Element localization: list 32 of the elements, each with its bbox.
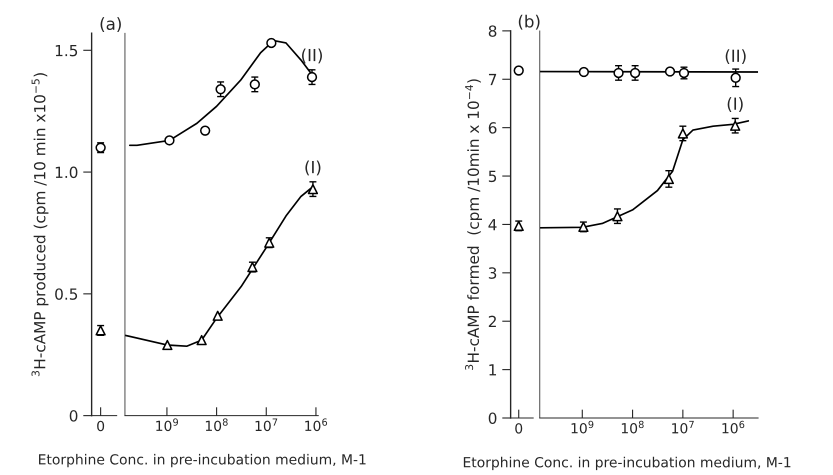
- y-tick-label: 4: [488, 219, 497, 230]
- chart-title: (b): [518, 14, 540, 30]
- x-tick-label: 0: [515, 423, 522, 434]
- y-tick-label: 7: [488, 74, 496, 86]
- x-tick-label: 0: [97, 420, 104, 432]
- x-axis-title: Etorphine Conc. in pre-incubation medium, M-1: [464, 456, 790, 470]
- y-tick-label: 0: [70, 410, 78, 422]
- y-tick-label: 1: [489, 364, 496, 376]
- y-axis-title: $^{3}$H-cAMP formed (cpm /10min x 10$^{−4}$): [465, 79, 482, 370]
- y-tick-label: 8: [488, 25, 496, 37]
- y-tick-label: 0.5: [55, 288, 78, 300]
- x-axis-title: Etorphine Conc. in pre-incubation medium, M-1: [39, 454, 366, 468]
- chart-title: (a): [100, 17, 121, 32]
- x-tick-label: 10$^{6}$: [305, 418, 328, 432]
- x-tick-label: 10$^{9}$: [572, 420, 594, 434]
- x-tick-label: 10$^{7}$: [672, 420, 694, 434]
- x-tick-label: 10$^{8}$: [622, 420, 644, 434]
- series-label: (I): [305, 160, 320, 176]
- y-tick-label: 1.0: [56, 166, 78, 178]
- y-tick-label: 2: [488, 316, 496, 328]
- series-label: (II): [302, 48, 322, 64]
- x-tick-label: 10$^{9}$: [156, 418, 178, 432]
- x-tick-label: 10$^{8}$: [206, 418, 228, 432]
- series-label: (II): [726, 49, 746, 64]
- y-axis-title: $^{3}$H-cAMP produced (cpm /10 min x10$^{−5}$): [31, 73, 48, 376]
- series-label: (I): [728, 97, 743, 112]
- y-tick-label: 6: [488, 122, 496, 134]
- y-tick-label: 1.5: [56, 44, 78, 56]
- x-tick-label: 10$^{6}$: [722, 420, 744, 434]
- y-tick-label: 5: [488, 170, 496, 182]
- x-tick-label: 10$^{7}$: [256, 418, 278, 432]
- y-tick-label: 3: [488, 267, 496, 279]
